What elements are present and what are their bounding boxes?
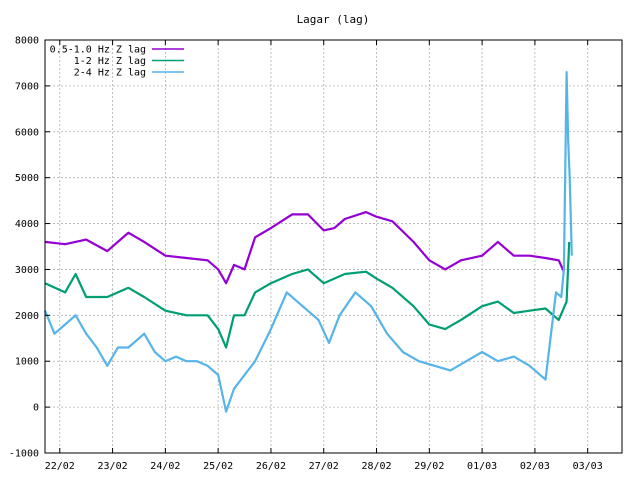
x-tick-label: 02/03 xyxy=(520,461,550,472)
y-tick-label: 7000 xyxy=(15,81,39,92)
y-tick-label: 8000 xyxy=(15,36,39,47)
series-line-3 xyxy=(43,70,573,413)
x-tick-label: 29/02 xyxy=(414,461,444,472)
y-tick-label: 1000 xyxy=(15,357,39,368)
y-tick-label: 2000 xyxy=(15,311,39,322)
y-tick-label: -1000 xyxy=(9,449,39,460)
x-tick-label: 01/03 xyxy=(467,461,497,472)
legend-label: 0.5-1.0 Hz Z lag xyxy=(50,45,146,56)
grid xyxy=(45,40,622,453)
axis-ticks: -1000 0 1000 2000 3000 4000 5000 6000 7000 8000 22… xyxy=(9,36,622,472)
y-tick-label: 6000 xyxy=(15,127,39,138)
x-tick-label: 28/02 xyxy=(361,461,391,472)
x-tick-label: 03/03 xyxy=(573,461,603,472)
x-tick-label: 22/02 xyxy=(45,461,75,472)
x-tick-label: 25/02 xyxy=(203,461,233,472)
y-tick-label: 5000 xyxy=(15,173,39,184)
plot-frame xyxy=(44,39,623,454)
x-tick-label: 23/02 xyxy=(98,461,128,472)
y-tick-label: 0 xyxy=(33,403,39,414)
x-tick-label: 27/02 xyxy=(309,461,339,472)
legend-label: 2-4 Hz Z lag xyxy=(74,68,146,79)
legend-label: 1-2 Hz Z lag xyxy=(74,56,146,67)
series-line-2 xyxy=(44,241,571,349)
x-tick-label: 26/02 xyxy=(256,461,286,472)
y-tick-label: 3000 xyxy=(15,265,39,276)
series-layer xyxy=(43,70,573,413)
chart-title: Lagar (lag) xyxy=(297,13,370,26)
y-tick-label: 4000 xyxy=(15,219,39,230)
x-tick-label: 24/02 xyxy=(150,461,180,472)
series-line-1 xyxy=(44,211,565,285)
